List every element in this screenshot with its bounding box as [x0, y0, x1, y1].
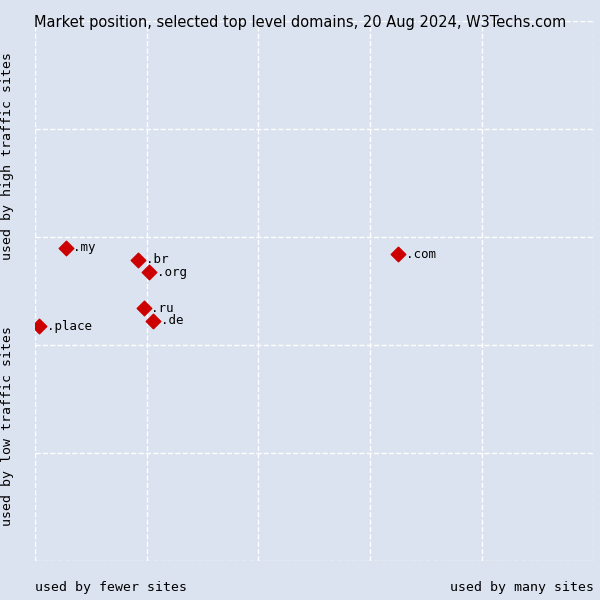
Point: [34, 322, 44, 331]
Text: .org: .org: [157, 266, 187, 278]
Text: used by high traffic sites: used by high traffic sites: [1, 52, 14, 260]
Point: [61, 243, 70, 253]
Text: .com: .com: [406, 248, 436, 261]
Text: .br: .br: [146, 253, 168, 266]
Point: [149, 316, 158, 325]
Point: [139, 304, 149, 313]
Point: [145, 268, 154, 277]
Text: .my: .my: [73, 241, 95, 254]
Text: .place: .place: [47, 320, 92, 332]
Text: used by fewer sites: used by fewer sites: [35, 581, 187, 594]
Text: .de: .de: [161, 314, 183, 327]
Text: used by low traffic sites: used by low traffic sites: [1, 326, 14, 526]
Point: [133, 255, 143, 265]
Text: .ru: .ru: [151, 302, 173, 315]
Text: Market position, selected top level domains, 20 Aug 2024, W3Techs.com: Market position, selected top level doma…: [34, 15, 566, 30]
Text: used by many sites: used by many sites: [450, 581, 594, 594]
Point: [394, 250, 403, 259]
